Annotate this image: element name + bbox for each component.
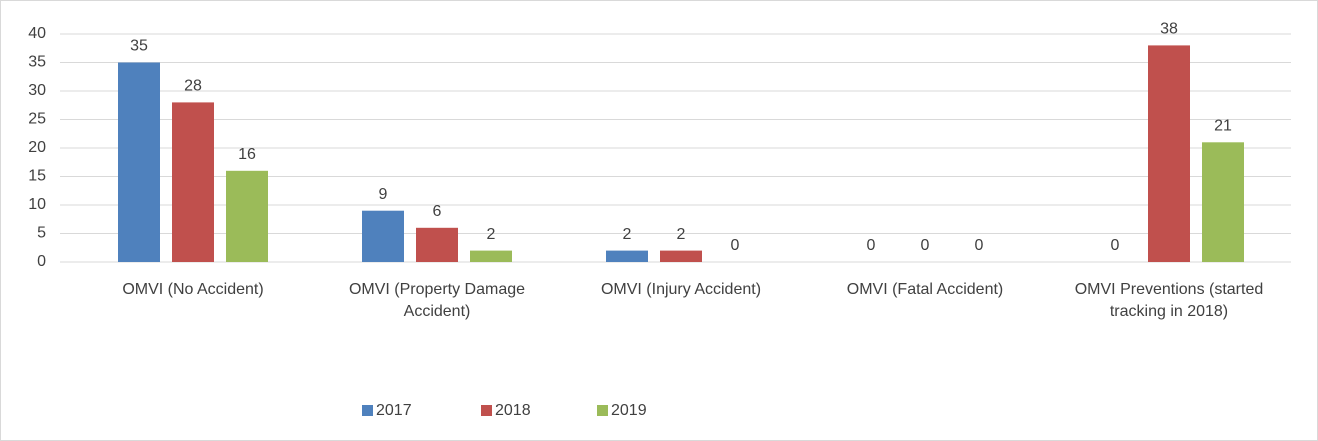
y-tick-label: 5 — [37, 225, 46, 242]
legend-swatch — [362, 405, 373, 416]
data-label: 9 — [379, 186, 388, 203]
y-tick-label: 10 — [28, 196, 46, 213]
bar — [172, 102, 214, 263]
y-tick-label: 15 — [28, 168, 46, 185]
data-label: 0 — [975, 237, 984, 254]
data-label: 38 — [1160, 21, 1178, 38]
data-label: 2 — [677, 226, 686, 243]
legend-label: 2018 — [495, 402, 531, 419]
x-tick-label: OMVI (Fatal Accident) — [846, 281, 1004, 298]
bar — [470, 250, 512, 262]
legend-label: 2017 — [376, 402, 412, 419]
data-label: 28 — [184, 78, 202, 95]
bar — [118, 62, 160, 262]
x-tick-label: OMVI (Injury Accident) — [600, 281, 762, 298]
y-tick-label: 25 — [28, 111, 46, 128]
data-label: 0 — [867, 237, 876, 254]
legend-swatch — [481, 405, 492, 416]
legend-swatch — [597, 405, 608, 416]
data-label: 0 — [731, 237, 740, 254]
bar — [416, 227, 458, 262]
bar — [362, 210, 404, 262]
x-tick-label: OMVI (No Accident) — [122, 281, 264, 298]
data-label: 2 — [487, 226, 496, 243]
y-tick-label: 40 — [28, 25, 46, 42]
bar — [226, 170, 268, 262]
bar — [606, 250, 648, 262]
y-tick-label: 0 — [37, 253, 46, 270]
legend-label: 2019 — [611, 402, 647, 419]
y-tick-label: 35 — [28, 54, 46, 71]
data-label: 0 — [1111, 237, 1120, 254]
x-tick-label: OMVI (Property Damage Accident) — [348, 281, 526, 320]
y-tick-label: 30 — [28, 82, 46, 99]
bar — [1202, 142, 1244, 262]
bar — [1148, 45, 1190, 263]
y-tick-label: 20 — [28, 139, 46, 156]
data-label: 16 — [238, 146, 256, 163]
x-tick-label: OMVI Preventions (started tracking in 20… — [1074, 281, 1264, 320]
data-label: 6 — [433, 203, 442, 220]
data-label: 2 — [623, 226, 632, 243]
data-label: 21 — [1214, 118, 1232, 135]
data-label: 35 — [130, 38, 148, 55]
data-label: 0 — [921, 237, 930, 254]
bar — [660, 250, 702, 262]
